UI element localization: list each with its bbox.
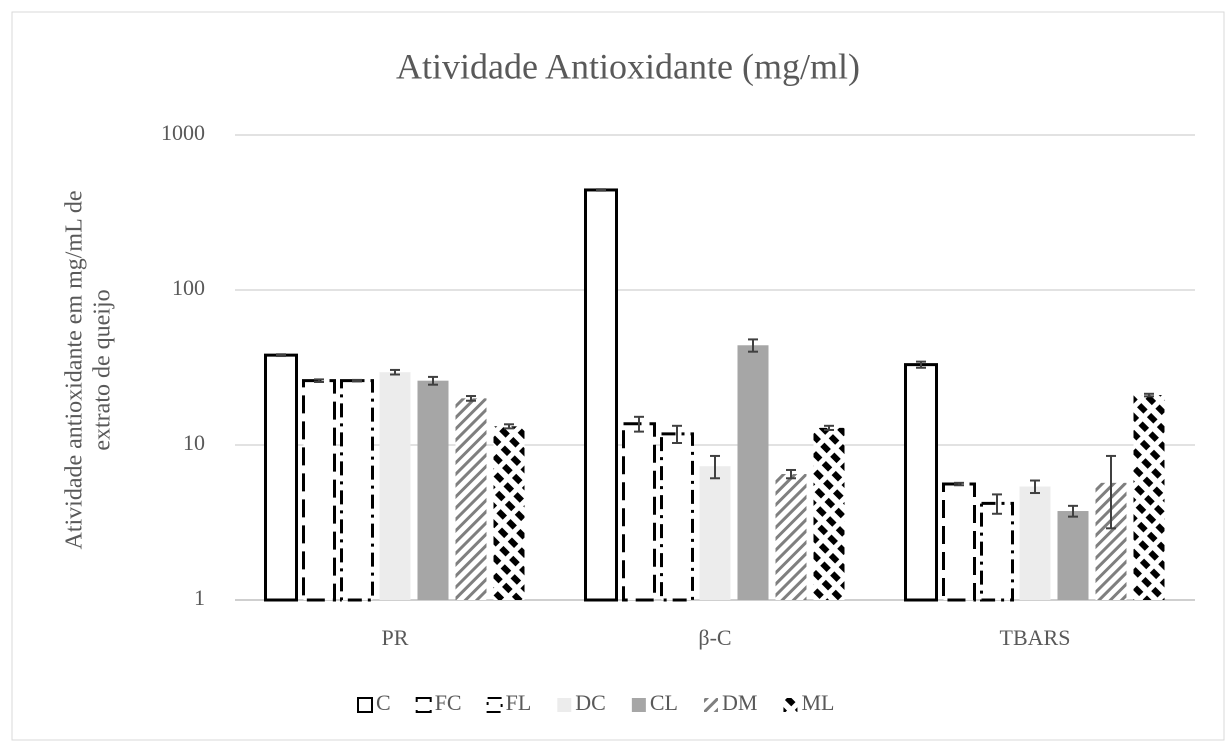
bar xyxy=(302,379,336,602)
bar xyxy=(584,188,618,602)
bar xyxy=(737,345,769,600)
chart-title: Atividade Antioxidante (mg/ml) xyxy=(396,46,860,86)
bar xyxy=(622,422,656,602)
bar xyxy=(942,482,976,602)
y-tick-label: 100 xyxy=(172,275,205,300)
legend-swatch xyxy=(415,697,432,713)
legend-swatch xyxy=(783,698,798,712)
legend-label: DM xyxy=(722,690,757,715)
legend-label: FC xyxy=(435,690,462,715)
legend-swatch xyxy=(357,697,373,713)
x-tick-label: TBARS xyxy=(1000,625,1071,650)
y-tick-label: 1000 xyxy=(161,120,205,145)
bar xyxy=(493,426,525,600)
y-axis-label: extrato de queijo xyxy=(90,289,116,450)
legend-swatch xyxy=(486,697,503,713)
bar xyxy=(264,353,298,602)
legend-swatch xyxy=(631,698,646,712)
bar xyxy=(340,379,374,602)
y-tick-label: 10 xyxy=(183,430,205,455)
bar xyxy=(813,427,845,600)
legend-label: C xyxy=(376,690,391,715)
legend-label: ML xyxy=(801,690,834,715)
x-tick-label: PR xyxy=(382,625,409,650)
bar xyxy=(379,372,411,600)
x-tick-label: β-C xyxy=(698,625,731,650)
bar xyxy=(417,380,449,600)
legend-swatch xyxy=(703,698,718,712)
bar xyxy=(775,473,807,600)
bar xyxy=(660,432,694,602)
bar xyxy=(904,363,938,602)
legend-swatch xyxy=(557,698,572,712)
bar xyxy=(980,501,1014,602)
y-axis-label: Atividade antioxidante em mg/mL de xyxy=(62,190,88,549)
bar xyxy=(455,398,487,600)
bar xyxy=(1133,395,1165,600)
bar xyxy=(1057,511,1089,600)
legend-label: DC xyxy=(575,690,606,715)
legend-label: FL xyxy=(506,690,532,715)
legend-label: CL xyxy=(650,690,678,715)
bar xyxy=(1019,486,1051,600)
bar xyxy=(699,466,731,600)
y-tick-label: 1 xyxy=(194,585,205,610)
